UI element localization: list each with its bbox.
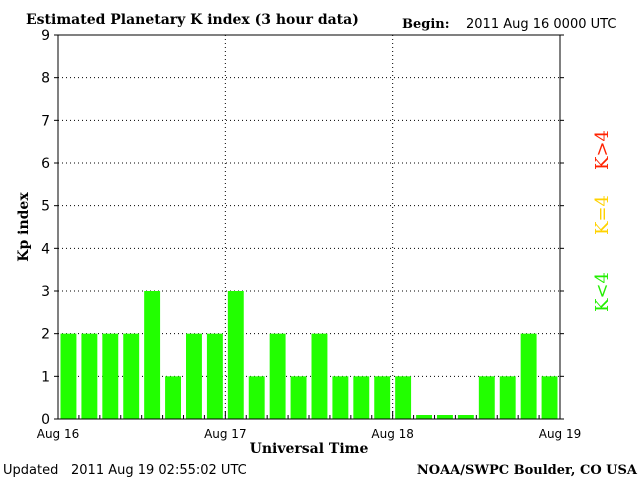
bar — [499, 376, 516, 419]
y-tick-label: 4 — [41, 241, 50, 257]
updated-label: Updated — [3, 463, 58, 478]
y-tick-label: 8 — [41, 71, 50, 87]
bar — [395, 376, 412, 419]
bar — [290, 376, 307, 419]
y-tick-label: 6 — [41, 156, 50, 172]
bar-series — [60, 291, 558, 419]
bar — [165, 376, 181, 419]
bar — [227, 291, 244, 419]
bar — [102, 333, 119, 419]
x-tick-label: Aug 18 — [371, 427, 414, 441]
bar — [248, 376, 265, 419]
source-credit: NOAA/SWPC Boulder, CO USA — [417, 463, 638, 478]
bar — [311, 333, 328, 419]
begin-value: 2011 Aug 16 0000 UTC — [466, 17, 616, 32]
gridlines — [58, 35, 560, 419]
legend-k-equal-4: K=4 — [592, 195, 613, 235]
bar — [332, 376, 349, 419]
x-tick-label: Aug 16 — [37, 427, 80, 441]
bar — [541, 376, 558, 419]
bar — [144, 291, 161, 419]
x-axis-label: Universal Time — [250, 441, 369, 457]
bar — [478, 376, 495, 419]
bar — [60, 333, 77, 419]
bar — [269, 333, 286, 419]
bar — [81, 333, 98, 419]
bar — [437, 415, 453, 419]
legend-k-greater-4: K>4 — [592, 130, 613, 170]
bar — [374, 376, 391, 419]
y-tick-label: 3 — [41, 284, 50, 300]
bar — [457, 415, 474, 419]
y-tick-label: 1 — [41, 369, 50, 385]
chart-title: Estimated Planetary K index (3 hour data… — [26, 12, 359, 28]
bar — [353, 376, 370, 419]
x-tick-label: Aug 19 — [539, 427, 582, 441]
bar — [416, 415, 432, 419]
legend-k-less-4: K<4 — [592, 272, 613, 312]
y-tick-label: 5 — [41, 199, 50, 215]
bar — [520, 333, 537, 419]
begin-label: Begin: — [402, 17, 450, 32]
bar — [186, 333, 202, 419]
bar — [123, 333, 140, 419]
updated-value: 2011 Aug 19 02:55:02 UTC — [71, 463, 247, 478]
plot-area — [58, 35, 560, 419]
x-axis-ticks: Aug 16 Aug 17 Aug 18 Aug 19 — [37, 411, 582, 441]
y-tick-label: 7 — [41, 113, 50, 129]
y-tick-label: 9 — [41, 28, 50, 44]
bar — [206, 333, 223, 419]
y-axis-label: Kp index — [16, 192, 32, 262]
y-axis-ticks: 0 1 2 3 4 5 6 7 8 9 — [41, 28, 564, 428]
x-tick-label: Aug 17 — [204, 427, 247, 441]
y-tick-label: 2 — [41, 327, 50, 343]
y-tick-label: 0 — [41, 412, 50, 428]
